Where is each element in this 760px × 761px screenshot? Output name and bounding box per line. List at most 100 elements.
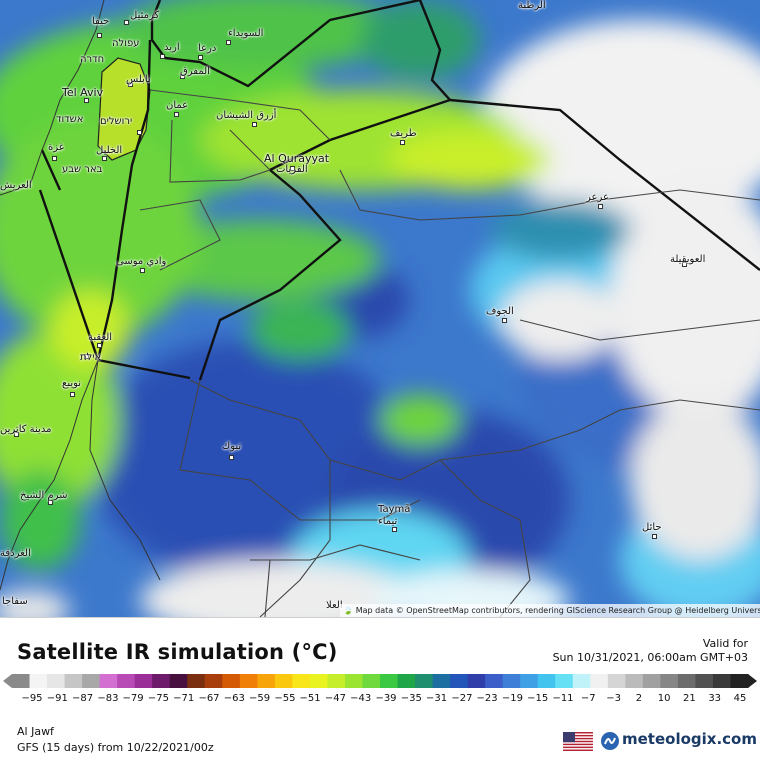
meteologix-icon	[601, 732, 619, 750]
valid-time: Sun 10/31/2021, 06:00am GMT+03	[552, 651, 748, 664]
scale-cell	[152, 674, 171, 688]
city-label: نابلس	[126, 74, 151, 85]
city-label: Al Qurayyat	[264, 152, 330, 165]
city-label: الخليل	[96, 145, 123, 156]
scale-tick-label: −95	[21, 693, 43, 704]
scale-tick-label: −35	[400, 693, 422, 704]
legend-panel: Satellite IR simulation (°C) Valid for S…	[0, 617, 760, 761]
weather-map[interactable]: حيفا كرمئيل עפולה חדרה اربد درعا السويدا…	[0, 0, 760, 617]
city-label: אשדוד	[56, 114, 84, 125]
scale-tick-label: −87	[72, 693, 94, 704]
city-label: العلا	[326, 600, 343, 611]
us-flag-icon[interactable]	[563, 732, 593, 751]
scale-tick-label: 21	[683, 693, 696, 704]
city-label: السويداء	[228, 28, 264, 39]
scale-cell	[99, 674, 118, 688]
scale-tick-label: −23	[476, 693, 498, 704]
city-label: القريات	[276, 164, 308, 175]
city-label: درعا	[198, 43, 217, 54]
scale-cell	[309, 674, 328, 688]
scale-tick-label: 33	[708, 693, 722, 704]
scale-cell	[169, 674, 188, 688]
scale-cell	[415, 674, 434, 688]
scale-cell	[327, 674, 346, 688]
city-label: الغردقة	[0, 548, 31, 559]
scale-tick-label: −47	[324, 693, 346, 704]
scale-cell	[397, 674, 416, 688]
scale-cell	[64, 674, 83, 688]
scale-cell	[204, 674, 223, 688]
scale-cell	[380, 674, 399, 688]
coastline	[0, 0, 161, 591]
city-label: غزة	[48, 142, 64, 153]
city-label: طريف	[390, 128, 417, 139]
city-label: نويبع	[62, 378, 82, 389]
city-label: مدينة كاترين	[0, 424, 52, 435]
legend-title: Satellite IR simulation (°C)	[17, 640, 338, 664]
city-label: العقبة	[88, 332, 113, 343]
scale-tick-label: −39	[375, 693, 397, 704]
scale-cell	[502, 674, 521, 688]
city-label: חדרה	[80, 54, 105, 65]
brand-text: meteologix.com	[622, 730, 757, 748]
scale-cell	[257, 674, 276, 688]
scale-cell	[117, 674, 136, 688]
scale-tick-label: −75	[147, 693, 169, 704]
city-label: حيفا	[92, 16, 110, 27]
city-label: Tel Aviv	[62, 86, 104, 99]
city-label: אילת	[80, 352, 102, 363]
city-label: عمان	[166, 100, 189, 111]
scale-tick-label: −59	[249, 693, 271, 704]
scale-tick-label: −7	[580, 693, 596, 704]
map-attribution[interactable]: 🍃 Map data © OpenStreetMap contributors,…	[340, 604, 760, 617]
country-borders	[38, 0, 760, 381]
scale-cell	[222, 674, 241, 688]
scale-cell	[660, 674, 679, 688]
map-svg	[0, 0, 760, 617]
scale-cell	[520, 674, 539, 688]
scale-cell	[695, 674, 714, 688]
color-scale	[3, 674, 757, 688]
brand-logo[interactable]: meteologix.com	[600, 729, 757, 753]
scale-cell	[12, 674, 31, 688]
scale-cell	[712, 674, 731, 688]
scale-cell	[239, 674, 258, 688]
city-label: تبوك	[222, 441, 242, 452]
scale-cell	[625, 674, 644, 688]
scale-cell	[450, 674, 469, 688]
scale-tick-label: −31	[426, 693, 448, 704]
scale-tick-label: 45	[733, 693, 747, 704]
scale-tick-label: −27	[451, 693, 473, 704]
location-label: Al Jawf	[17, 725, 54, 738]
scale-cell	[432, 674, 451, 688]
city-label: المفرق	[180, 66, 210, 77]
city-label: العريش	[0, 180, 32, 191]
scale-tick-label: −19	[501, 693, 523, 704]
scale-tick-label: −71	[173, 693, 195, 704]
city-label: באר שבע	[62, 164, 103, 175]
scale-tick-label: −83	[97, 693, 119, 704]
attribution-text: Map data © OpenStreetMap contributors, r…	[355, 606, 760, 615]
scale-tick-label: −91	[46, 693, 68, 704]
city-label: العويقيلة	[670, 254, 706, 265]
city-label: سفاجا	[2, 596, 28, 607]
scale-tick-label: −55	[274, 693, 296, 704]
scale-cell	[362, 674, 381, 688]
city-label: الرطبة	[518, 0, 546, 11]
city-label: عرعر	[586, 192, 609, 203]
scale-cell	[29, 674, 48, 688]
scale-tick-label: −79	[122, 693, 144, 704]
scale-cell	[134, 674, 153, 688]
scale-cell	[292, 674, 311, 688]
city-label: الجوف	[486, 306, 514, 317]
scale-cell	[82, 674, 101, 688]
scale-cell	[274, 674, 293, 688]
city-label: حائل	[642, 522, 662, 533]
scale-cell	[537, 674, 556, 688]
scale-cell	[590, 674, 609, 688]
scale-tick-label: −3	[606, 693, 621, 704]
city-label: עפולה	[112, 38, 140, 49]
scale-tick-label: 2	[635, 693, 643, 704]
city-label: ירושלים	[100, 116, 133, 127]
city-label: كرمئيل	[130, 10, 160, 21]
